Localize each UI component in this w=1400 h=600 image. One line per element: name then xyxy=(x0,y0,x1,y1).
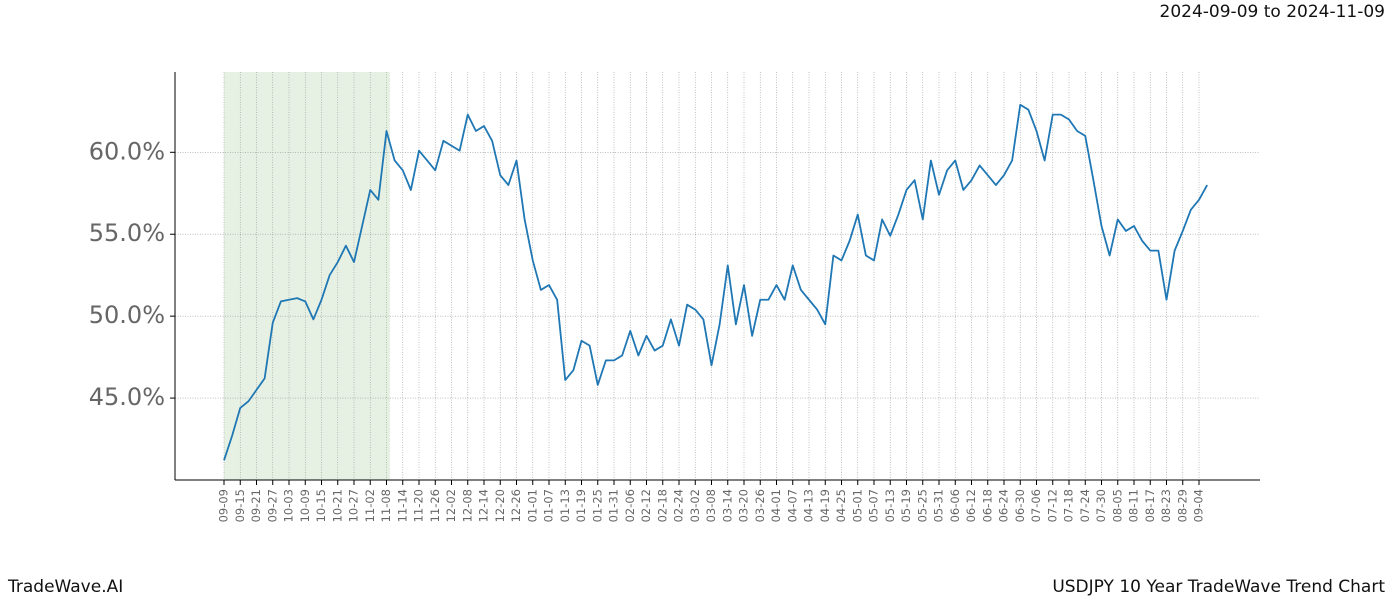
x-tick-label: 05-19 xyxy=(899,489,913,522)
x-tick-label: 04-01 xyxy=(769,489,783,522)
x-tick-label: 11-26 xyxy=(428,489,442,522)
x-tick-label: 05-01 xyxy=(850,489,864,522)
x-tick-label: 06-30 xyxy=(1013,489,1027,522)
x-tick-label: 09-27 xyxy=(265,489,279,522)
x-tick-label: 01-31 xyxy=(607,489,621,522)
x-tick-label: 06-06 xyxy=(948,489,962,522)
x-tick-label: 04-13 xyxy=(802,489,816,522)
x-tick-label: 05-07 xyxy=(867,489,881,522)
x-tick-label: 10-03 xyxy=(282,489,296,522)
x-tick-label: 01-07 xyxy=(542,489,556,522)
x-tick-label: 07-30 xyxy=(1094,489,1108,522)
brand: TradeWave.AI xyxy=(7,577,123,597)
x-tick-label: 07-24 xyxy=(1078,489,1092,522)
x-tick-label: 09-04 xyxy=(1192,489,1206,522)
x-tick-label: 10-15 xyxy=(314,489,328,522)
x-tick-label: 07-18 xyxy=(1062,489,1076,522)
x-tick-label: 06-12 xyxy=(964,489,978,522)
x-tick-label: 11-14 xyxy=(395,489,409,522)
y-tick-label: 55.0% xyxy=(89,219,165,247)
x-tick-label: 01-25 xyxy=(590,489,604,522)
x-tick-label: 04-19 xyxy=(818,489,832,522)
x-tick-label: 03-26 xyxy=(753,489,767,522)
x-tick-label: 02-12 xyxy=(639,489,653,522)
chart-title: USDJPY 10 Year TradeWave Trend Chart xyxy=(1052,577,1385,597)
x-tick-label: 07-06 xyxy=(1029,489,1043,522)
data-line xyxy=(223,103,1208,461)
x-tick-label: 03-14 xyxy=(720,489,734,522)
x-tick-label: 08-23 xyxy=(1159,489,1173,522)
x-tick-label: 02-06 xyxy=(623,489,637,522)
x-tick-label: 06-24 xyxy=(997,489,1011,522)
x-tick-label: 12-14 xyxy=(477,489,491,522)
y-tick-label: 60.0% xyxy=(89,137,165,165)
x-tick-label: 01-19 xyxy=(574,489,588,522)
x-tick-label: 03-02 xyxy=(688,489,702,522)
x-tick-label: 09-15 xyxy=(233,489,247,522)
y-tick-label: 45.0% xyxy=(89,383,165,411)
x-tick-label: 04-07 xyxy=(785,489,799,522)
x-tick-label: 05-25 xyxy=(915,489,929,522)
x-tick-label: 11-08 xyxy=(379,489,393,522)
x-tick-label: 05-13 xyxy=(883,489,897,522)
x-tick-label: 11-20 xyxy=(412,489,426,522)
x-tick-label: 09-09 xyxy=(217,489,231,522)
x-tick-label: 11-02 xyxy=(363,489,377,522)
x-tick-label: 12-02 xyxy=(444,489,458,522)
x-tick-label: 10-21 xyxy=(330,489,344,522)
x-tick-label: 08-11 xyxy=(1127,489,1141,522)
x-tick-label: 09-21 xyxy=(249,489,263,522)
x-tick-label: 12-08 xyxy=(460,489,474,522)
x-tick-label: 06-18 xyxy=(980,489,994,522)
x-tick-label: 07-12 xyxy=(1045,489,1059,522)
x-tick-label: 12-20 xyxy=(493,489,507,522)
x-tick-label: 08-05 xyxy=(1110,489,1124,522)
x-tick-label: 10-09 xyxy=(298,489,312,522)
x-tick-label: 01-13 xyxy=(558,489,572,522)
x-tick-label: 08-17 xyxy=(1143,489,1157,522)
x-tick-label: 02-18 xyxy=(655,489,669,522)
x-tick-label: 12-26 xyxy=(509,489,523,522)
x-tick-label: 10-27 xyxy=(347,489,361,522)
x-tick-label: 03-08 xyxy=(704,489,718,522)
x-tick-label: 05-31 xyxy=(932,489,946,522)
highlight-region xyxy=(224,72,390,480)
x-tick-label: 08-29 xyxy=(1175,489,1189,522)
x-tick-label: 01-01 xyxy=(525,489,539,522)
y-tick-label: 50.0% xyxy=(89,301,165,329)
x-tick-label: 04-25 xyxy=(834,489,848,522)
x-tick-label: 03-20 xyxy=(737,489,751,522)
date-range: 2024-09-09 to 2024-11-09 xyxy=(1160,2,1385,22)
x-tick-label: 02-24 xyxy=(672,489,686,522)
